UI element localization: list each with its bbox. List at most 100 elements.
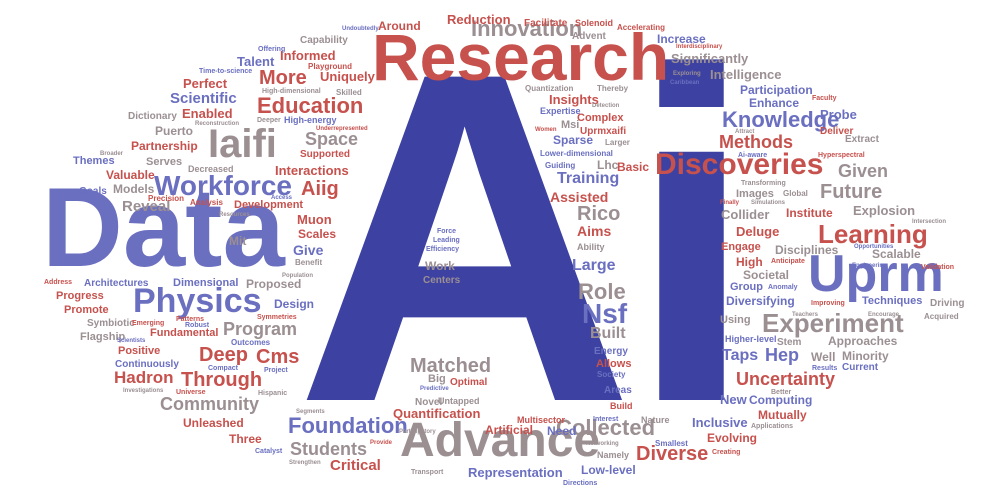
word-iaifi: Iaifi xyxy=(208,122,277,166)
word-experiment: Experiment xyxy=(762,308,904,338)
word-reveal: Reveal xyxy=(122,198,171,215)
word-anticipate: Anticipate xyxy=(771,258,805,265)
word-institute: Institute xyxy=(786,206,833,220)
word-foundation: Foundation xyxy=(288,413,408,438)
word-msi: Msi xyxy=(561,119,580,131)
word-solenoid: Solenoid xyxy=(575,18,613,28)
word-deluge: Deluge xyxy=(736,224,780,239)
word-areas: Areas xyxy=(604,385,632,396)
word-insights: Insights xyxy=(549,92,599,107)
word-taps: Taps xyxy=(722,347,759,364)
word-ai-aware: Ai-aware xyxy=(738,152,768,159)
word-opportunities: Opportunities xyxy=(854,244,894,250)
word-serves: Serves xyxy=(146,156,183,168)
word-nsf: Nsf xyxy=(582,298,628,329)
word-investigations: Investigations xyxy=(123,388,164,394)
word-significantly: Significantly xyxy=(671,51,749,66)
word-evolving: Evolving xyxy=(707,431,758,445)
word-given: Given xyxy=(838,161,889,181)
word-encourage: Encourage xyxy=(868,312,900,318)
word-fundamental: Fundamental xyxy=(150,327,219,339)
word-around: Around xyxy=(378,19,421,33)
word-collected: Collected xyxy=(556,415,656,440)
word-future: Future xyxy=(820,181,883,203)
word-deliver: Deliver xyxy=(820,126,854,137)
word-data: Data xyxy=(42,165,285,290)
word-methods: Methods xyxy=(719,132,793,152)
word-aims: Aims xyxy=(577,223,612,239)
word-cms: Cms xyxy=(256,346,300,368)
word-better: Better xyxy=(771,389,792,396)
word-patterns: Patterns xyxy=(176,316,205,323)
word-efficiency: Efficiency xyxy=(426,246,460,253)
word-guiding: Guiding xyxy=(545,161,576,170)
word-diverse: Diverse xyxy=(636,443,709,465)
word-unleashed: Unleashed xyxy=(183,416,244,430)
word-research: Research xyxy=(372,20,670,94)
word-precision: Precision xyxy=(148,194,185,203)
word-transport: Transport xyxy=(411,469,444,476)
word-multisector: Multisector xyxy=(517,415,566,425)
word-uncertainty: Uncertainty xyxy=(736,369,836,389)
word-inclusive: Inclusive xyxy=(692,415,748,430)
word-artificial: Artificial xyxy=(485,423,534,437)
word-provide: Provide xyxy=(370,440,393,446)
word-project: Project xyxy=(264,367,288,374)
word-models: Models xyxy=(113,182,155,196)
word-skilled: Skilled xyxy=(336,88,362,97)
word-enabled: Enabled xyxy=(182,106,233,121)
word-interactions: Interactions xyxy=(275,163,349,178)
word-critical: Critical xyxy=(330,457,381,474)
word-low-level: Low-level xyxy=(581,463,636,477)
word-caribbean: Caribbean xyxy=(670,80,700,86)
word-nature: Nature xyxy=(641,415,670,425)
word-benefit: Benefit xyxy=(295,258,323,267)
word-engineering: Engineering xyxy=(852,263,887,269)
word-extract: Extract xyxy=(845,134,879,145)
word-minority: Minority xyxy=(842,349,889,363)
word-big: Big xyxy=(428,373,446,385)
word-expertise: Expertise xyxy=(540,106,581,116)
word-engage: Engage xyxy=(721,241,761,253)
word-playground: Playground xyxy=(308,62,353,71)
word-learning: Learning xyxy=(818,219,928,249)
word-scientists: Scientists xyxy=(117,338,146,344)
word-women: Women xyxy=(535,127,557,133)
word-well: Well xyxy=(811,350,836,364)
word-three: Three xyxy=(229,432,262,446)
word-detection: Detection xyxy=(592,103,620,109)
word-applications: Applications xyxy=(751,423,794,430)
word-novel: Novel xyxy=(415,397,443,408)
word-interdisciplinary: Interdisciplinary xyxy=(676,44,723,50)
word-validation: Validation xyxy=(921,264,955,271)
word-scales: Scales xyxy=(298,227,337,241)
word-offering: Offering xyxy=(258,46,286,53)
word-ai: Ai xyxy=(295,0,757,500)
word-higher-level: Higher-level xyxy=(725,334,777,344)
word-finally: Finally xyxy=(720,200,740,206)
word-larger: Larger xyxy=(605,138,630,147)
word-attract: Attract xyxy=(735,129,755,135)
word-facilitate: Facilitate xyxy=(524,18,568,29)
word-centers: Centers xyxy=(423,275,461,286)
word-scalable: Scalable xyxy=(872,247,921,261)
word-driving: Driving xyxy=(930,298,965,309)
word-symbiotic: Symbiotic xyxy=(87,318,135,329)
word-reconstruction: Reconstruction xyxy=(195,121,240,127)
word-uprm: Uprm xyxy=(808,245,944,303)
word-group: Group xyxy=(730,281,763,293)
word-advance: Advance xyxy=(400,414,601,467)
word-simulations: Simulations xyxy=(751,200,786,206)
word-lower-dimensional: Lower-dimensional xyxy=(540,149,613,158)
word-broader: Broader xyxy=(100,151,124,157)
word-faculty: Faculty xyxy=(812,95,837,102)
word-collider: Collider xyxy=(721,207,770,222)
word-directions: Directions xyxy=(563,480,598,487)
word-anomaly: Anomaly xyxy=(768,284,798,291)
word-dimensional: Dimensional xyxy=(173,277,239,289)
word-probe: Probe xyxy=(820,107,857,122)
word-design: Design xyxy=(274,297,315,311)
word-education: Education xyxy=(257,93,364,118)
word-societal: Societal xyxy=(743,268,790,282)
